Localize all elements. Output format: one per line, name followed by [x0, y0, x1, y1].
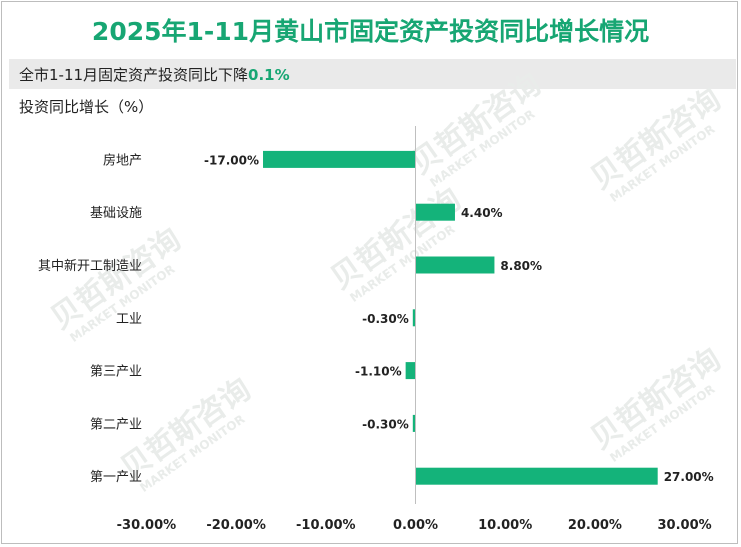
- y-axis-title: 投资同比增长（%）: [19, 98, 154, 116]
- value-labels: -17.00% 4.40% 8.80% -0.30% -1.10% -0.30% 27.00…: [204, 153, 714, 484]
- x-tick-label: -10.00%: [296, 518, 356, 533]
- x-tick-label: 30.00%: [658, 518, 712, 533]
- category-label: 其中新开工制造业: [38, 258, 142, 274]
- x-tick-labels: -30.00% -20.00% -10.00% 0.00% 10.00% 20.00% 30…: [117, 518, 712, 533]
- x-tick-label: -20.00%: [206, 518, 266, 533]
- chart-title: 2025年1-11月黄山市固定资产投资同比增长情况: [91, 17, 650, 46]
- bars-group: [263, 150, 658, 485]
- category-label: 工业: [116, 312, 142, 327]
- summary-value: 0.1%: [248, 66, 290, 84]
- category-label: 房地产: [103, 152, 142, 168]
- summary-banner: 全市1-11月固定资产投资同比下降0.1%: [9, 59, 736, 89]
- value-label: 27.00%: [664, 470, 714, 484]
- category-label: 第二产业: [90, 417, 142, 432]
- value-label: -17.00%: [204, 153, 259, 167]
- value-label: -0.30%: [362, 417, 409, 431]
- bar: [415, 256, 495, 274]
- value-label: -1.10%: [355, 365, 402, 379]
- bar: [412, 414, 416, 432]
- x-tick-label: -30.00%: [117, 518, 177, 533]
- summary-prefix: 全市1-11月固定资产投资同比下降: [19, 66, 249, 84]
- value-label: 8.80%: [500, 259, 542, 273]
- bar: [412, 309, 416, 327]
- category-label: 基础设施: [90, 206, 142, 221]
- x-tick-label: 20.00%: [568, 518, 622, 533]
- bar: [415, 203, 455, 221]
- bar: [405, 362, 416, 380]
- category-label: 第三产业: [90, 365, 142, 380]
- x-tick-label: 10.00%: [478, 518, 532, 533]
- bar: [263, 150, 416, 168]
- value-label: -0.30%: [362, 312, 409, 326]
- x-tick-label: 0.00%: [393, 518, 438, 533]
- summary-text: 全市1-11月固定资产投资同比下降0.1%: [19, 64, 290, 85]
- bar: [415, 467, 658, 485]
- category-label: 第一产业: [90, 470, 142, 485]
- value-label: 4.40%: [461, 206, 503, 220]
